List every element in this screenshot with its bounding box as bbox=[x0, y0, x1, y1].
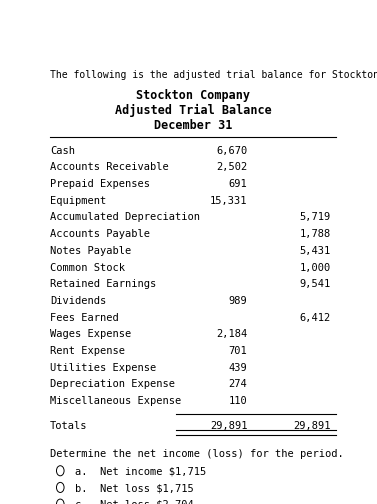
Text: Accumulated Depreciation: Accumulated Depreciation bbox=[50, 213, 200, 222]
Text: The following is the adjusted trial balance for Stockton Company.: The following is the adjusted trial bala… bbox=[50, 70, 377, 80]
Text: Depreciation Expense: Depreciation Expense bbox=[50, 380, 175, 389]
Text: Accounts Payable: Accounts Payable bbox=[50, 229, 150, 239]
Text: Accounts Receivable: Accounts Receivable bbox=[50, 162, 169, 172]
Text: 2,502: 2,502 bbox=[216, 162, 247, 172]
Text: Miscellaneous Expense: Miscellaneous Expense bbox=[50, 396, 181, 406]
Text: 274: 274 bbox=[228, 380, 247, 389]
Text: 5,431: 5,431 bbox=[299, 246, 331, 256]
Text: 1,000: 1,000 bbox=[299, 263, 331, 273]
Text: Notes Payable: Notes Payable bbox=[50, 246, 131, 256]
Text: Stockton Company: Stockton Company bbox=[136, 89, 250, 101]
Text: c.  Net loss $2,704: c. Net loss $2,704 bbox=[75, 500, 194, 504]
Text: Fees Earned: Fees Earned bbox=[50, 312, 119, 323]
Text: 29,891: 29,891 bbox=[293, 421, 331, 431]
Text: Cash: Cash bbox=[50, 146, 75, 156]
Text: 1,788: 1,788 bbox=[299, 229, 331, 239]
Text: 439: 439 bbox=[228, 363, 247, 372]
Text: 6,670: 6,670 bbox=[216, 146, 247, 156]
Text: Prepaid Expenses: Prepaid Expenses bbox=[50, 179, 150, 189]
Text: Wages Expense: Wages Expense bbox=[50, 329, 131, 339]
Text: 691: 691 bbox=[228, 179, 247, 189]
Text: b.  Net loss $1,715: b. Net loss $1,715 bbox=[75, 483, 194, 493]
Text: Utilities Expense: Utilities Expense bbox=[50, 363, 156, 372]
Text: Rent Expense: Rent Expense bbox=[50, 346, 125, 356]
Text: 701: 701 bbox=[228, 346, 247, 356]
Text: 15,331: 15,331 bbox=[210, 196, 247, 206]
Text: Determine the net income (loss) for the period.: Determine the net income (loss) for the … bbox=[50, 449, 344, 459]
Text: 2,184: 2,184 bbox=[216, 329, 247, 339]
Text: 9,541: 9,541 bbox=[299, 279, 331, 289]
Text: Common Stock: Common Stock bbox=[50, 263, 125, 273]
Text: 29,891: 29,891 bbox=[210, 421, 247, 431]
Text: 110: 110 bbox=[228, 396, 247, 406]
Text: Retained Earnings: Retained Earnings bbox=[50, 279, 156, 289]
Text: 6,412: 6,412 bbox=[299, 312, 331, 323]
Text: Dividends: Dividends bbox=[50, 296, 106, 306]
Text: Equipment: Equipment bbox=[50, 196, 106, 206]
Text: 989: 989 bbox=[228, 296, 247, 306]
Text: 5,719: 5,719 bbox=[299, 213, 331, 222]
Text: December 31: December 31 bbox=[154, 119, 232, 132]
Text: Totals: Totals bbox=[50, 421, 87, 431]
Text: Adjusted Trial Balance: Adjusted Trial Balance bbox=[115, 104, 271, 117]
Text: a.  Net income $1,715: a. Net income $1,715 bbox=[75, 467, 206, 476]
